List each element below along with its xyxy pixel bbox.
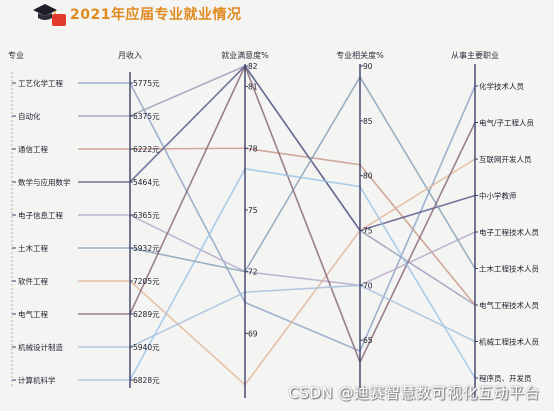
job-label: 电子工程技术人员	[479, 227, 539, 237]
salary-label: 5940元	[133, 343, 160, 352]
major-label: 机械设计制造	[18, 342, 63, 352]
job-label: 电气/子工程人员	[479, 118, 535, 128]
major-label: 通信工程	[18, 144, 48, 154]
satisfaction-tick-label: 75	[248, 206, 258, 215]
major-label: 软件工程	[18, 276, 48, 286]
salary-label: 6222元	[133, 145, 160, 154]
axis-header-job: 从事主要职业	[451, 50, 499, 60]
job-label: 化学技术人员	[479, 81, 524, 91]
chart-title: 2021年应届专业就业情况	[70, 7, 242, 23]
satisfaction-tick-label: 82	[248, 62, 258, 71]
major-label: 自动化	[18, 111, 41, 121]
job-label: 程序员、开发员	[479, 373, 532, 383]
salary-label: 7205元	[133, 277, 160, 286]
salary-label: 6828元	[133, 376, 160, 385]
relevance-tick-label: 90	[363, 62, 373, 71]
relevance-tick-label: 80	[363, 172, 373, 181]
salary-label: 6289元	[133, 310, 160, 319]
major-label: 电子信息工程	[18, 210, 63, 220]
major-label: 土木工程	[18, 243, 48, 253]
relevance-tick-label: 75	[363, 227, 373, 236]
major-label: 数学与应用数学	[18, 177, 71, 187]
relevance-tick-label: 85	[363, 117, 373, 126]
axis-header-satisfaction: 就业满意度%	[221, 50, 269, 60]
salary-label: 6375元	[133, 112, 160, 121]
major-label: 工艺化学工程	[18, 78, 63, 88]
job-label: 互联网开发人员	[479, 154, 532, 164]
satisfaction-tick-label: 78	[248, 144, 258, 153]
axis-labels: 专业 月收入 就业满意度% 专业相关度% 从事主要职业工艺化学工程自动化通信工程数学与应…	[8, 50, 539, 385]
relevance-tick-label: 70	[363, 281, 373, 290]
red-badge-icon	[52, 14, 66, 26]
axis-header-relevance: 专业相关度%	[336, 50, 384, 60]
satisfaction-tick-label: 81	[248, 83, 258, 92]
job-label: 土木工程技术人员	[479, 264, 539, 274]
major-label: 电气工程	[18, 309, 48, 319]
salary-label: 5464元	[133, 178, 160, 187]
axis-header-salary: 月收入	[118, 50, 142, 60]
salary-label: 5775元	[133, 79, 160, 88]
relevance-tick-label: 65	[363, 336, 373, 345]
major-label: 计算机科学	[18, 375, 56, 385]
satisfaction-tick-label: 72	[248, 268, 258, 277]
axes	[11, 64, 478, 398]
job-label: 机械工程技术人员	[479, 337, 539, 347]
job-label: 中小学教师	[479, 191, 517, 201]
watermark-text: CSDN @迪赛智慧数可视化互动平台	[288, 384, 540, 402]
job-label: 电气工程技术人员	[479, 300, 539, 310]
satisfaction-tick-label: 69	[248, 329, 258, 338]
salary-label: 5932元	[133, 244, 160, 253]
axis-header-major: 专业	[8, 50, 24, 60]
salary-label: 6365元	[133, 211, 160, 220]
